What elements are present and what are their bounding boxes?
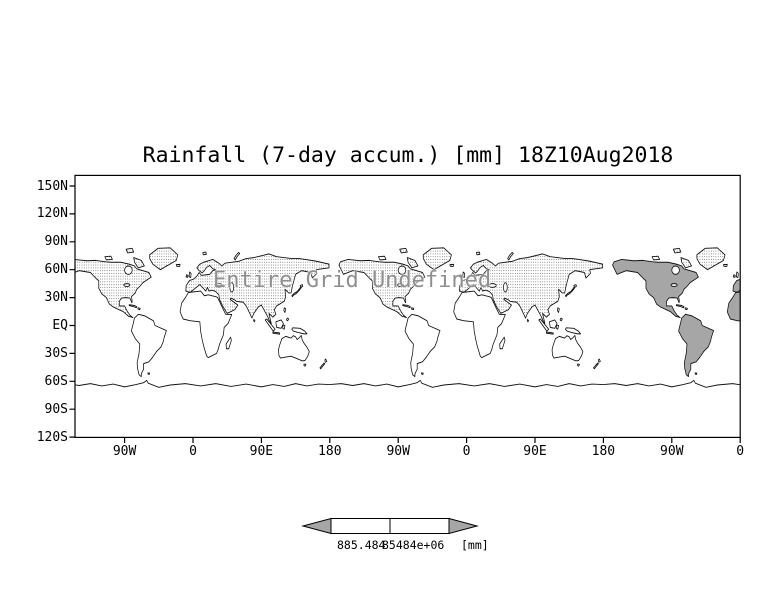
lon-label-4: 180 [318,444,342,459]
colorbar [301,517,479,535]
lat-label-30s: 30S [44,345,68,361]
colorbar-units-label: [mm] [461,538,489,552]
lat-label-150n: 150N [36,178,68,194]
lon-label-2: 0 [189,444,197,459]
lon-label-9: 90W [660,444,684,459]
colorbar-tick-label-1: 885.484 [337,538,386,552]
lat-label-30n: 30N [44,290,68,306]
lon-label-7: 90E [523,444,547,459]
lat-label-90n: 90N [44,234,68,250]
lat-axis-ticks [69,185,75,438]
lon-axis-ticks [124,437,741,443]
lat-label-60n: 60N [44,262,68,278]
colorbar-tick-label-2: 85484e+06 [382,538,445,552]
lon-label-5: 90W [386,444,410,459]
colorbar-cell-2 [389,518,450,534]
lat-label-120n: 120N [36,206,68,222]
colorbar-cell-1 [330,518,391,534]
colorbar-left-arrow [301,517,332,535]
lat-label-eq: EQ [52,318,68,333]
plot-border [74,174,741,438]
lon-label-6: 0 [462,444,471,459]
lon-label-8: 180 [591,444,616,459]
world-copy-3-gray-undefined [603,248,784,388]
lon-label-1: 90W [112,444,137,459]
lat-label-60s: 60S [44,373,68,389]
lat-label-90s: 90S [44,401,68,417]
undefined-grid-watermark: Entire Grid Undefined [213,268,492,293]
plot-title: Rainfall (7-day accum.) [mm] 18Z10Aug201… [142,143,674,168]
lon-label-3: 90E [249,444,274,459]
lat-label-120s: 120S [36,429,68,445]
colorbar-right-arrow [448,517,479,535]
lon-label-10: 0 [736,444,745,459]
